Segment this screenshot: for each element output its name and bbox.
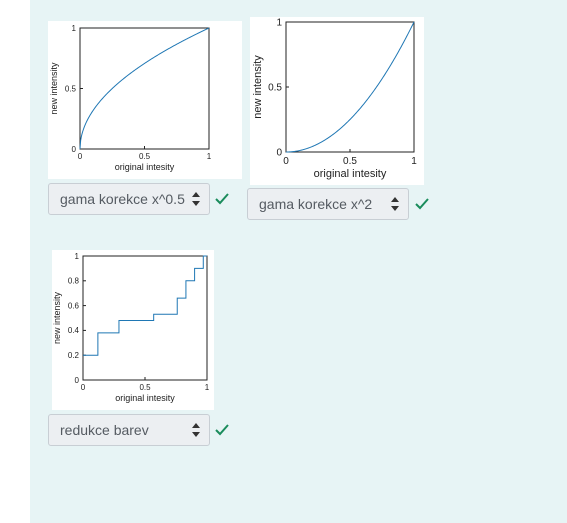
select-arrows-icon [192, 423, 200, 437]
color-reduction-chart: 0 0.5 1 0 0.2 0.4 0.6 0.8 1 original intesity new … [52, 252, 210, 403]
transform-select-2-value: gama korekce x^2 [259, 196, 373, 212]
x-tick-label: 0.5 [139, 383, 151, 392]
select-arrows-icon [391, 197, 399, 211]
x-axis-label: original intesity [115, 162, 175, 172]
x-tick-label: 1 [205, 383, 210, 392]
gamma-2-chart: 0 0.5 1 0 0.5 1 original intesity new intensity [252, 18, 417, 181]
transform-select-2[interactable]: gama korekce x^2 [247, 188, 409, 220]
transform-select-1-value: gama korekce x^0.5 [60, 191, 185, 207]
x-tick-label: 0.5 [343, 156, 357, 167]
y-tick-label: 0.8 [68, 277, 80, 286]
plot-axes-box [285, 21, 415, 153]
y-tick-label: 0.5 [268, 83, 282, 94]
y-tick-label: 0 [75, 376, 80, 385]
transform-select-3-value: redukce barev [60, 422, 149, 438]
x-axis-label: original intesity [115, 393, 175, 403]
check-icon [415, 198, 429, 210]
y-tick-label: 0.4 [68, 326, 80, 335]
y-tick-label: 0.6 [68, 301, 80, 310]
data-series-line [83, 255, 207, 356]
plot-axes-box [79, 27, 210, 150]
y-axis-label: new intensity [49, 62, 59, 115]
y-axis-label: new intensity [52, 291, 62, 344]
color-reduction-plot: 0 0.5 1 0 0.2 0.4 0.6 0.8 1 original intesity new … [52, 250, 214, 410]
y-tick-label: 1 [75, 252, 80, 261]
content-panel: 0 0.5 1 0 0.5 1 original intesity new intensity… [30, 0, 567, 523]
y-axis-label: new intensity [252, 55, 264, 119]
x-tick-label: 0 [78, 152, 83, 161]
y-tick-label: 0.5 [65, 84, 77, 93]
y-tick-label: 1 [276, 18, 282, 29]
y-tick-label: 1 [72, 24, 77, 33]
x-tick-label: 1 [207, 152, 212, 161]
x-tick-label: 0 [283, 156, 289, 167]
x-tick-label: 0.5 [139, 152, 151, 161]
x-axis-label: original intesity [314, 168, 387, 180]
data-series-line [286, 21, 415, 153]
check-icon [215, 424, 229, 436]
gamma-2-plot: 0 0.5 1 0 0.5 1 original intesity new intensity [250, 17, 424, 185]
data-series-line [79, 27, 210, 150]
y-tick-label: 0 [276, 148, 282, 159]
plot-axes-box [82, 255, 208, 381]
x-tick-label: 1 [411, 156, 417, 167]
gamma-05-chart: 0 0.5 1 0 0.5 1 original intesity new intensity [49, 24, 212, 172]
y-tick-label: 0 [72, 145, 77, 154]
check-icon [215, 193, 229, 205]
x-tick-label: 0 [81, 383, 86, 392]
transform-select-1[interactable]: gama korekce x^0.5 [48, 183, 210, 215]
transform-select-3[interactable]: redukce barev [48, 414, 210, 446]
y-tick-label: 0.2 [68, 351, 80, 360]
select-arrows-icon [192, 192, 200, 206]
gamma-05-plot: 0 0.5 1 0 0.5 1 original intesity new intensity [48, 21, 242, 179]
